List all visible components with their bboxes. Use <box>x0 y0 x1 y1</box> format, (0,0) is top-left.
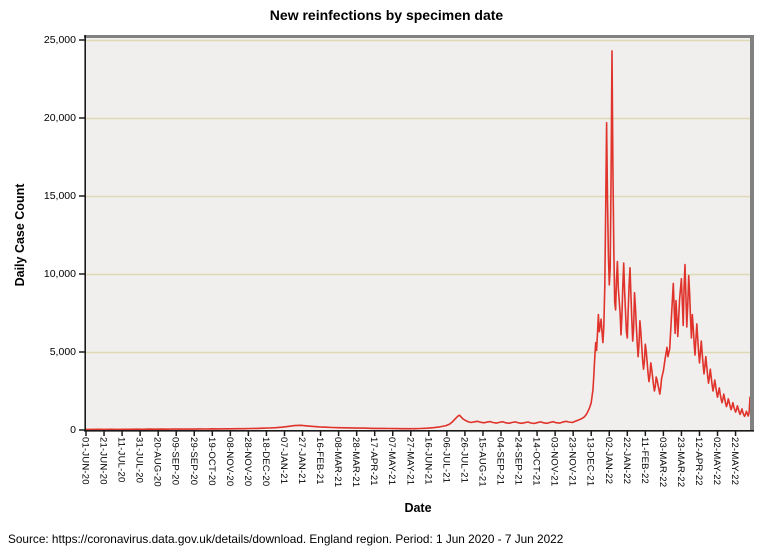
x-tick-label: 07-MAY-21 <box>386 437 398 486</box>
x-tick-label: 08-NOV-20 <box>223 437 235 487</box>
y-tick-label: 5,000 <box>49 345 76 358</box>
x-tick-label: 16-JUN-21 <box>422 437 434 485</box>
x-tick-label: 03-MAR-22 <box>656 437 668 488</box>
plot-background <box>86 38 750 430</box>
x-tick-label: 06-JUL-21 <box>440 437 452 484</box>
x-tick-label: 17-APR-21 <box>368 437 380 486</box>
x-tick-label: 28-NOV-20 <box>241 437 253 487</box>
x-tick-label: 16-FEB-21 <box>314 437 326 485</box>
x-tick-label: 27-JAN-21 <box>296 437 308 485</box>
x-axis-title: Date <box>404 501 432 515</box>
x-tick-label: 23-NOV-21 <box>566 437 578 487</box>
x-tick-label: 11-JUL-20 <box>115 437 127 483</box>
x-tick-label: 11-FEB-22 <box>638 437 650 485</box>
x-tick-label: 24-SEP-21 <box>512 437 524 486</box>
x-tick-label: 20-AUG-20 <box>151 437 163 487</box>
x-tick-label: 08-MAR-21 <box>332 437 344 488</box>
x-tick-label: 14-OCT-21 <box>530 437 542 486</box>
reinfections-line <box>85 50 751 431</box>
x-tick-label: 22-MAY-22 <box>729 437 741 486</box>
y-tick-label: 25,000 <box>43 33 76 46</box>
x-tick-label: 23-MAR-22 <box>674 437 686 488</box>
x-tick-label: 02-JAN-22 <box>602 437 614 485</box>
x-tick-label: 18-DEC-20 <box>259 437 271 487</box>
y-tick-label: 15,000 <box>43 189 76 202</box>
x-tick-label: 07-JAN-21 <box>277 437 289 485</box>
x-tick-label: 09-SEP-20 <box>169 437 181 486</box>
x-tick-label: 12-APR-22 <box>692 437 704 486</box>
y-tick-label: 0 <box>70 423 76 436</box>
source-caption: Source: https://coronavirus.data.gov.uk/… <box>8 532 564 546</box>
x-tick-label: 13-DEC-21 <box>584 437 596 487</box>
x-tick-label: 27-MAY-21 <box>404 437 416 486</box>
x-tick-label: 15-AUG-21 <box>476 437 488 487</box>
chart-title: New reinfections by specimen date <box>269 7 504 23</box>
y-tick-label: 20,000 <box>43 111 76 124</box>
x-tick-label: 26-JUL-21 <box>458 437 470 484</box>
x-tick-label: 03-NOV-21 <box>548 437 560 487</box>
x-tick-label: 21-JUN-20 <box>97 437 109 485</box>
x-tick-label: 19-OCT-20 <box>205 437 217 486</box>
y-tick-label: 10,000 <box>43 267 76 280</box>
x-tick-label: 29-SEP-20 <box>187 437 199 486</box>
x-tick-label: 22-JAN-22 <box>620 437 632 485</box>
x-tick-label: 31-JUL-20 <box>133 437 145 484</box>
x-tick-label: 01-JUN-20 <box>79 437 91 485</box>
x-tick-label: 02-MAY-22 <box>711 437 723 486</box>
x-tick-label: 04-SEP-21 <box>494 437 506 486</box>
x-tick-label: 28-MAR-21 <box>350 437 362 488</box>
